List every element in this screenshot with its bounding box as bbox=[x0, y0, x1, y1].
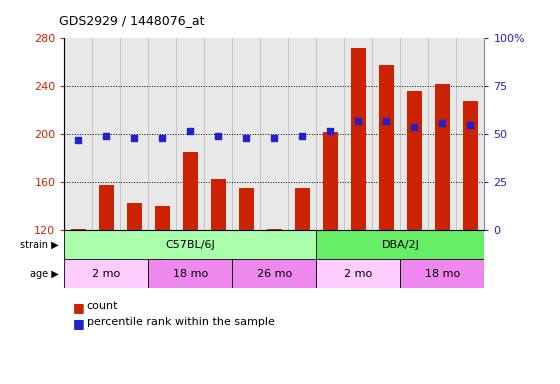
Bar bbox=[407, 91, 422, 230]
Bar bbox=[456, 38, 484, 230]
Text: count: count bbox=[87, 301, 118, 311]
Text: C57BL/6J: C57BL/6J bbox=[166, 240, 215, 250]
Bar bbox=[323, 132, 338, 230]
Point bbox=[270, 135, 279, 141]
Point bbox=[354, 118, 363, 124]
Point bbox=[74, 137, 83, 143]
Bar bbox=[351, 48, 366, 230]
Bar bbox=[372, 38, 400, 230]
Text: 2 mo: 2 mo bbox=[344, 268, 372, 279]
Bar bbox=[176, 38, 204, 230]
Text: 2 mo: 2 mo bbox=[92, 268, 120, 279]
Bar bbox=[211, 179, 226, 230]
Bar bbox=[344, 38, 372, 230]
Text: 18 mo: 18 mo bbox=[173, 268, 208, 279]
Text: percentile rank within the sample: percentile rank within the sample bbox=[87, 317, 274, 327]
Bar bbox=[239, 189, 254, 230]
Point bbox=[102, 133, 111, 139]
Bar bbox=[120, 38, 148, 230]
Point bbox=[158, 135, 167, 141]
Bar bbox=[204, 38, 232, 230]
Bar bbox=[316, 38, 344, 230]
Bar bbox=[232, 259, 316, 288]
Point bbox=[130, 135, 139, 141]
Point bbox=[214, 133, 223, 139]
Bar bbox=[64, 259, 148, 288]
Point bbox=[326, 127, 335, 134]
Bar bbox=[295, 189, 310, 230]
Point bbox=[186, 127, 195, 134]
Bar bbox=[463, 101, 478, 230]
Text: strain ▶: strain ▶ bbox=[20, 240, 59, 250]
Bar bbox=[127, 203, 142, 230]
Text: DBA/2J: DBA/2J bbox=[381, 240, 419, 250]
Bar bbox=[379, 65, 394, 230]
Bar bbox=[148, 259, 232, 288]
Bar bbox=[71, 229, 86, 230]
Point bbox=[438, 120, 447, 126]
Text: ■: ■ bbox=[73, 301, 85, 314]
Bar bbox=[400, 38, 428, 230]
Bar bbox=[267, 229, 282, 230]
Point bbox=[410, 124, 419, 130]
Bar bbox=[99, 185, 114, 230]
Bar bbox=[92, 38, 120, 230]
Bar bbox=[428, 38, 456, 230]
Bar bbox=[316, 259, 400, 288]
Text: GDS2929 / 1448076_at: GDS2929 / 1448076_at bbox=[59, 14, 204, 27]
Bar bbox=[316, 230, 484, 259]
Point bbox=[242, 135, 251, 141]
Text: 18 mo: 18 mo bbox=[425, 268, 460, 279]
Bar bbox=[260, 38, 288, 230]
Bar bbox=[64, 230, 316, 259]
Bar bbox=[435, 84, 450, 230]
Text: 26 mo: 26 mo bbox=[257, 268, 292, 279]
Bar bbox=[400, 259, 484, 288]
Bar bbox=[183, 152, 198, 230]
Point bbox=[466, 122, 475, 128]
Bar bbox=[288, 38, 316, 230]
Text: age ▶: age ▶ bbox=[30, 268, 59, 279]
Point bbox=[382, 118, 391, 124]
Bar bbox=[64, 38, 92, 230]
Point bbox=[298, 133, 307, 139]
Bar bbox=[148, 38, 176, 230]
Bar bbox=[155, 206, 170, 230]
Bar bbox=[232, 38, 260, 230]
Text: ■: ■ bbox=[73, 317, 85, 330]
